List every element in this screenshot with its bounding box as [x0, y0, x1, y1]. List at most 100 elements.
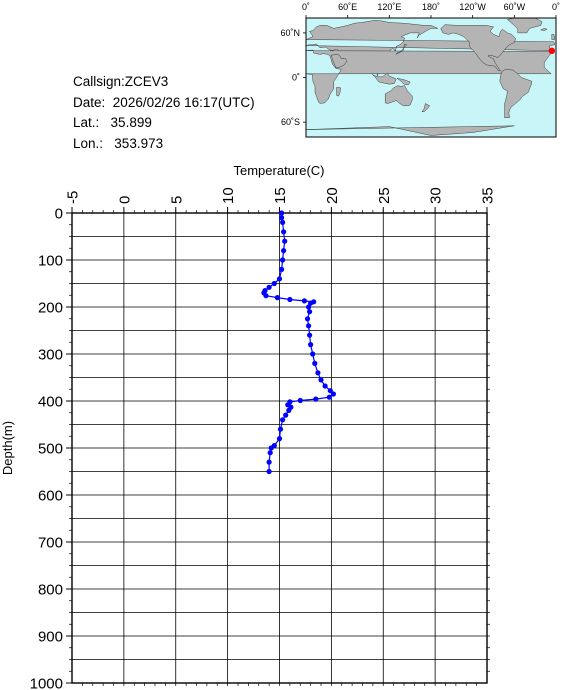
data-point — [280, 417, 286, 423]
y-tick-label: 700 — [38, 535, 63, 552]
data-point — [280, 257, 286, 263]
land-mass — [371, 72, 397, 85]
data-point — [310, 351, 316, 357]
data-point — [281, 248, 287, 254]
data-point — [282, 238, 288, 244]
data-point — [307, 332, 313, 338]
data-point — [307, 309, 313, 315]
data-point — [271, 280, 277, 287]
map-lon-label: 120˚E — [377, 2, 401, 12]
callsign-row: Callsign:ZCEV3 — [73, 72, 255, 93]
data-point — [279, 266, 285, 272]
y-tick-label: 900 — [38, 629, 63, 646]
land-mass — [336, 86, 341, 97]
map-lon-label: 120˚W — [459, 2, 486, 12]
y-tick-label: 300 — [38, 347, 63, 364]
map-lon-label: 0˚ — [552, 2, 560, 12]
data-point — [286, 407, 292, 413]
x-tick-label: -5 — [65, 191, 82, 204]
map-lat-label: 60˚N — [280, 28, 300, 38]
data-point — [276, 436, 283, 442]
data-point — [306, 323, 312, 329]
map-lat-label: 60˚S — [281, 117, 300, 127]
y-axis-title: Depth(m) — [0, 421, 15, 475]
data-point — [279, 210, 285, 216]
data-point — [268, 445, 274, 451]
date-value: 2026/02/26 16:17(UTC) — [112, 94, 255, 110]
data-point — [287, 296, 293, 303]
data-point — [266, 459, 272, 465]
data-point — [277, 426, 284, 432]
data-point — [322, 383, 328, 389]
map-lon-label: 0˚ — [302, 2, 310, 12]
station-info: Callsign:ZCEV3 Date: 2026/02/26 16:17(UT… — [73, 72, 255, 154]
data-point — [315, 370, 321, 376]
station-marker — [548, 47, 556, 55]
data-point — [297, 397, 303, 404]
lon-label: Lon.: — [73, 135, 104, 151]
lon-row: Lon.: 353.973 — [73, 134, 255, 155]
data-point — [306, 304, 312, 310]
plot-area: -5 0 5 10 15 20 25 30 35010020030040050060070080… — [30, 187, 497, 690]
map-lon-label: 60˚W — [504, 2, 526, 12]
y-tick-label: 800 — [38, 582, 63, 599]
data-point — [308, 342, 314, 348]
y-tick-label: 500 — [38, 441, 63, 458]
y-tick-label: 600 — [38, 488, 63, 505]
data-point — [279, 215, 285, 221]
lat-label: Lat.: — [73, 115, 100, 130]
lon-value: 353.973 — [114, 135, 164, 151]
land-mass — [421, 103, 430, 112]
map-frame: 0˚ 60˚E 120˚E 180˚ 120˚W 60˚W 0˚ 60˚N 0˚ 60˚S — [280, 2, 560, 138]
data-point — [301, 298, 307, 304]
land-mass — [385, 85, 413, 106]
land-mass — [395, 43, 408, 55]
land-mass — [551, 34, 555, 40]
data-point — [327, 388, 333, 394]
data-point — [330, 391, 336, 397]
callsign-value: ZCEV3 — [124, 74, 169, 89]
y-tick-label: 100 — [38, 253, 63, 270]
data-point — [313, 396, 319, 402]
x-tick-label: 5 — [168, 196, 185, 204]
date-label: Date: — [73, 94, 106, 110]
land-mass — [396, 78, 411, 86]
data-point — [274, 295, 280, 301]
data-point — [276, 276, 283, 282]
x-tick-label: 15 — [272, 187, 289, 204]
data-point — [263, 293, 269, 299]
map-lon-label: 180˚ — [422, 2, 440, 12]
map-lat-label: 0˚ — [292, 73, 300, 83]
x-tick-label: 10 — [220, 187, 237, 204]
y-tick-label: 0 — [55, 206, 63, 223]
data-point — [267, 450, 273, 456]
lat-row: Lat.: 35.899 — [73, 113, 255, 134]
land-mass — [499, 69, 532, 118]
x-tick-label: 30 — [428, 187, 445, 204]
data-point — [283, 412, 289, 418]
data-point — [266, 284, 272, 290]
map-lon-label: 60˚E — [338, 2, 357, 12]
land-mass — [540, 28, 548, 31]
data-point — [326, 394, 332, 400]
callsign-label: Callsign: — [73, 74, 125, 89]
y-tick-label: 400 — [38, 394, 63, 411]
data-point — [281, 229, 287, 235]
date-row: Date: 2026/02/26 16:17(UTC) — [73, 93, 255, 114]
x-tick-label: 20 — [324, 187, 341, 204]
data-point — [280, 219, 286, 225]
x-axis-title: Temperature(C) — [233, 163, 324, 178]
land-mass — [440, 24, 516, 71]
y-tick-label: 200 — [38, 300, 63, 317]
x-tick-label: 35 — [480, 187, 497, 204]
land-mass — [330, 54, 348, 68]
data-point — [304, 316, 311, 322]
y-tick-label: 1000 — [30, 676, 63, 690]
data-point — [318, 377, 324, 383]
data-point — [312, 360, 318, 366]
lat-value: 35.899 — [110, 115, 152, 130]
x-tick-label: 25 — [376, 187, 393, 204]
data-point — [266, 468, 272, 475]
